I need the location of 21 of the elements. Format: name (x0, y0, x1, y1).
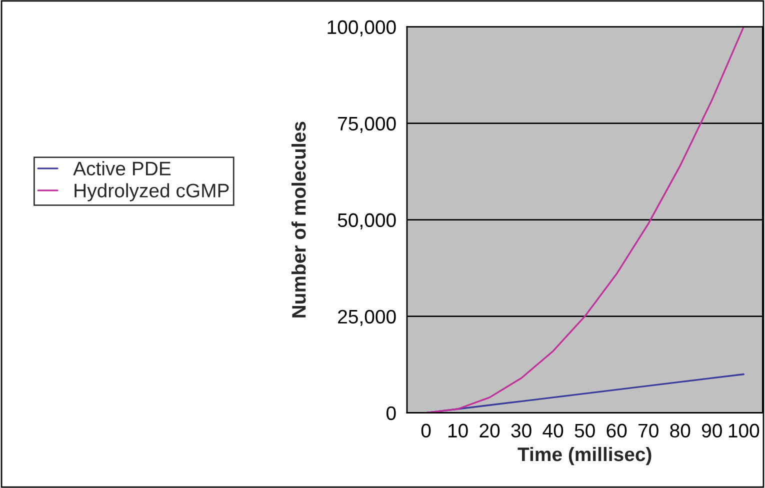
x-tick-label: 0 (421, 424, 431, 438)
x-tick-label: 20 (480, 424, 500, 438)
y-tick-label: 25,000 (338, 310, 396, 326)
y-tick-label: 50,000 (338, 213, 396, 230)
y-tick-label: 0 (386, 406, 396, 420)
legend-label: Hydrolyzed cGMP (74, 183, 229, 202)
y-axis-title: Number of molecules (291, 122, 306, 318)
x-tick-label: 30 (511, 424, 532, 438)
line-series (425, 26, 744, 413)
x-tick-label: 50 (574, 424, 595, 438)
x-tick-label: 10 (448, 424, 468, 438)
x-axis-title: Time (millisec) (518, 446, 652, 466)
y-tick-label: 100,000 (328, 20, 396, 36)
x-tick-label: 90 (702, 424, 722, 438)
legend-label: Active PDE (73, 161, 171, 176)
y-tick-label: 75,000 (338, 116, 396, 133)
x-tick-label: 80 (670, 424, 690, 438)
x-tick-label: 100 (728, 424, 760, 438)
x-tick-label: 60 (606, 424, 627, 438)
x-tick-label: 40 (542, 424, 564, 438)
x-tick-label: 70 (638, 424, 658, 438)
